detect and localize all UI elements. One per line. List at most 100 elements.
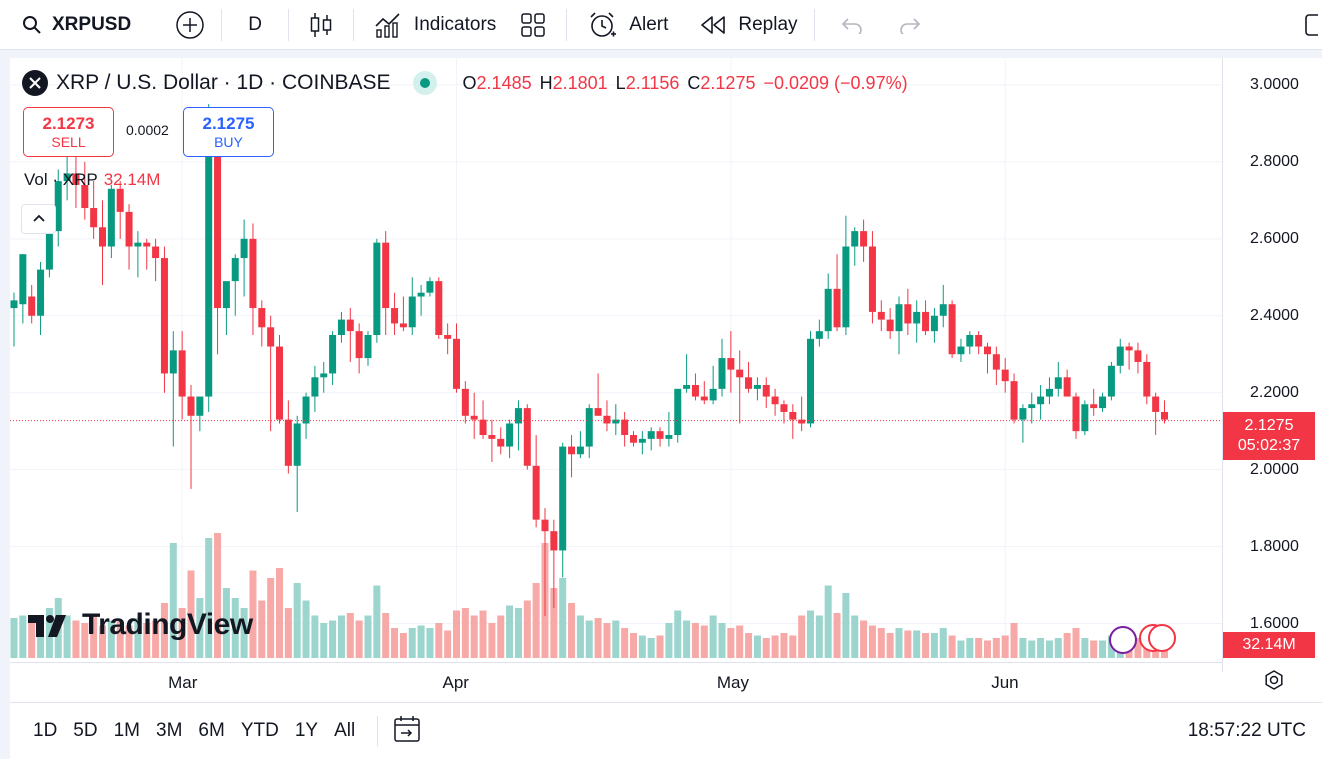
candle — [656, 427, 664, 447]
interval-button[interactable]: D — [228, 0, 282, 50]
range-1d[interactable]: 1D — [33, 720, 58, 741]
collapse-legend-button[interactable] — [21, 204, 56, 234]
buy-price: 2.1275 — [202, 114, 255, 133]
candles-icon — [309, 10, 333, 40]
axis-settings-button[interactable] — [1260, 668, 1288, 696]
volume-bar — [745, 633, 753, 658]
range-1m[interactable]: 1M — [113, 720, 140, 741]
volume-bar — [966, 638, 974, 658]
chart-type-button[interactable] — [295, 0, 347, 50]
price-tick-label: 2.0000 — [1250, 460, 1299, 478]
indicators-icon — [374, 12, 402, 38]
volume-bar — [514, 608, 522, 658]
volume-bar — [550, 588, 558, 658]
volume-bar — [1010, 623, 1018, 658]
volume-bar — [948, 635, 956, 658]
candle — [691, 373, 699, 401]
volume-bar — [718, 623, 726, 658]
candle — [391, 292, 399, 335]
chart-area[interactable]: XRP / U.S. Dollar · 1D · COINBASE O2.148… — [10, 58, 1322, 702]
candle — [470, 392, 478, 439]
candle — [868, 231, 876, 324]
candle — [851, 227, 859, 266]
range-all[interactable]: All — [334, 720, 356, 741]
volume-bar — [868, 625, 876, 658]
divider — [377, 716, 379, 746]
candle — [143, 238, 151, 270]
candle — [1090, 388, 1098, 416]
plus-circle-icon — [175, 10, 205, 40]
volume-bar — [1081, 638, 1089, 658]
sell-button[interactable]: 2.1273 SELL — [23, 107, 114, 157]
candle — [948, 300, 956, 359]
event-marker-icon[interactable] — [1109, 626, 1137, 654]
candle — [957, 338, 965, 362]
redo-button[interactable] — [881, 0, 941, 50]
buy-button[interactable]: 2.1275 BUY — [183, 107, 274, 157]
candle — [461, 381, 469, 424]
candle — [444, 323, 452, 355]
candle — [355, 323, 363, 374]
volume-bar — [72, 620, 80, 658]
alert-button[interactable]: Alert — [573, 0, 678, 50]
compare-button[interactable] — [165, 0, 215, 50]
candle — [541, 508, 549, 616]
price-chart[interactable] — [10, 58, 1222, 662]
volume-bar — [311, 615, 319, 658]
candle — [240, 219, 248, 297]
fullscreen-button[interactable] — [1296, 0, 1318, 50]
range-1y[interactable]: 1Y — [294, 720, 319, 741]
candle — [514, 400, 522, 451]
go-to-date-button[interactable] — [392, 715, 422, 748]
time-axis[interactable]: Mar Apr May Jun — [10, 662, 1222, 702]
candle — [1125, 342, 1133, 370]
volume-bar — [771, 635, 779, 658]
candle — [329, 331, 337, 386]
range-ytd[interactable]: YTD — [240, 720, 279, 741]
volume-bar — [276, 568, 283, 658]
replay-label: Replay — [738, 13, 798, 35]
candle — [559, 442, 567, 578]
grid-icon — [520, 12, 546, 38]
candle — [19, 254, 27, 324]
layouts-button[interactable] — [506, 0, 560, 50]
range-5d[interactable]: 5D — [73, 720, 98, 741]
calendar-arrow-icon — [392, 715, 422, 748]
candle — [1099, 392, 1107, 412]
candle — [293, 415, 301, 512]
symbol-title[interactable]: XRP / U.S. Dollar · 1D · COINBASE — [56, 71, 391, 94]
candle — [178, 331, 186, 420]
volume-bar — [19, 615, 27, 658]
volume-bar — [222, 588, 230, 658]
symbol-search[interactable]: XRPUSD — [0, 0, 141, 50]
volume-bar — [337, 615, 345, 658]
candle — [683, 354, 691, 393]
indicators-button[interactable]: Indicators — [360, 0, 506, 50]
divider — [566, 8, 568, 41]
candle — [134, 231, 142, 278]
candle — [488, 419, 496, 462]
symbol-label: XRPUSD — [52, 13, 132, 35]
divider — [287, 8, 289, 41]
range-3m[interactable]: 3M — [156, 720, 183, 741]
range-6m[interactable]: 6M — [198, 720, 225, 741]
tradingview-logo[interactable]: TradingView — [26, 608, 253, 642]
last-price-value: 2.1275 — [1244, 417, 1294, 434]
candle — [506, 419, 514, 459]
candle — [479, 400, 487, 439]
market-status-icon — [412, 71, 437, 95]
volume-bar — [134, 618, 142, 658]
volume-label[interactable]: Vol · XRP — [24, 170, 98, 189]
price-axis[interactable]: 3.0000 2.8000 2.6000 2.4000 2.2000 2.0000 1.80… — [1222, 58, 1322, 672]
volume-bar — [320, 623, 328, 658]
volume-bar — [780, 633, 788, 658]
undo-button[interactable] — [821, 0, 881, 50]
economic-event-icon[interactable] — [1148, 624, 1176, 652]
replay-button[interactable]: Replay — [678, 0, 807, 50]
candle — [231, 254, 239, 316]
candle — [222, 281, 230, 335]
volume-bar — [691, 623, 699, 658]
utc-clock[interactable]: 18:57:22 UTC — [1187, 720, 1306, 741]
volume-bar — [435, 623, 443, 658]
volume-legend: Vol · XRP 32.14M — [24, 170, 160, 190]
